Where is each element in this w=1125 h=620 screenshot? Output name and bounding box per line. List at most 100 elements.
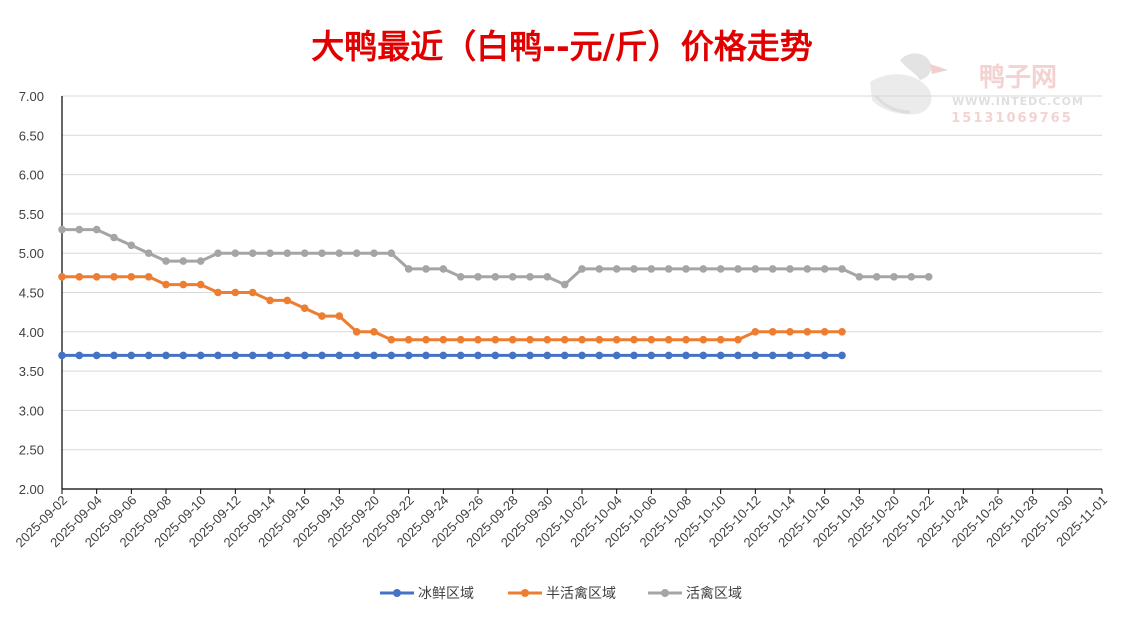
data-point xyxy=(612,335,621,344)
data-point xyxy=(439,335,448,344)
data-point xyxy=(595,335,604,344)
data-point xyxy=(820,351,829,360)
data-point xyxy=(803,265,812,273)
data-point xyxy=(231,249,240,257)
data-point xyxy=(231,351,240,360)
data-point xyxy=(300,304,309,313)
data-point xyxy=(196,280,205,289)
y-tick-label: 5.00 xyxy=(19,246,44,261)
data-point xyxy=(578,351,586,360)
data-point xyxy=(508,273,517,281)
data-point xyxy=(543,273,552,281)
y-axis-ticks: 7.00 6.50 6.00 5.50 5.00 4.50 4.00 3.50 3.00 2.50… xyxy=(19,89,44,497)
series-layer xyxy=(58,225,933,360)
series-0 xyxy=(58,351,846,360)
legend-marker xyxy=(661,589,669,597)
data-point xyxy=(283,351,292,360)
data-point xyxy=(75,351,84,360)
data-point xyxy=(768,328,777,336)
data-point xyxy=(699,351,708,360)
y-tick-label: 4.50 xyxy=(19,286,44,301)
data-point xyxy=(110,351,118,360)
y-tick-label: 6.00 xyxy=(19,168,44,183)
data-point xyxy=(214,351,222,360)
data-point xyxy=(543,351,552,360)
data-point xyxy=(838,265,846,273)
data-point xyxy=(266,296,274,305)
data-point xyxy=(144,351,153,360)
series-2 xyxy=(58,225,933,289)
watermark-phone: 15131069765 xyxy=(951,111,1073,126)
data-point xyxy=(838,328,846,336)
data-point xyxy=(664,351,673,360)
data-point xyxy=(92,273,101,281)
legend: 冰鲜区域 半活禽区域 活禽区域 xyxy=(380,585,742,602)
data-point xyxy=(526,273,534,281)
data-point xyxy=(803,328,812,336)
data-point xyxy=(664,335,673,344)
y-tick-label: 7.00 xyxy=(19,89,44,104)
data-point xyxy=(491,351,500,360)
data-point xyxy=(283,296,292,305)
data-point xyxy=(266,351,274,360)
data-point xyxy=(335,312,344,320)
duck-logo-icon xyxy=(870,53,948,115)
series-1 xyxy=(58,273,846,344)
data-point xyxy=(682,351,690,360)
data-point xyxy=(786,328,794,336)
data-point xyxy=(387,351,396,360)
data-point xyxy=(768,351,777,360)
data-point xyxy=(768,265,777,273)
data-point xyxy=(595,265,604,273)
data-point xyxy=(370,351,378,360)
grid-lines xyxy=(62,95,1102,451)
data-point xyxy=(474,273,482,281)
y-tick-label: 4.00 xyxy=(19,325,44,340)
data-point xyxy=(92,225,101,234)
data-point xyxy=(283,249,292,257)
data-point xyxy=(786,351,794,360)
data-point xyxy=(612,265,621,273)
data-point xyxy=(734,335,742,344)
data-point xyxy=(716,335,725,344)
data-point xyxy=(214,249,222,257)
data-point xyxy=(58,273,66,281)
axes xyxy=(61,96,1102,490)
data-point xyxy=(872,273,881,281)
data-point xyxy=(214,288,222,297)
data-point xyxy=(734,265,742,273)
data-point xyxy=(404,335,413,344)
data-point xyxy=(578,265,586,273)
series-line xyxy=(62,275,842,342)
watermark-brand: 鸭子网 xyxy=(979,63,1057,93)
data-point xyxy=(838,351,846,360)
data-point xyxy=(890,273,898,281)
data-point xyxy=(144,249,153,257)
data-point xyxy=(716,351,725,360)
data-point xyxy=(248,288,257,297)
data-point xyxy=(179,257,188,265)
data-point xyxy=(786,265,794,273)
legend-label: 半活禽区域 xyxy=(546,585,616,602)
data-point xyxy=(526,335,534,344)
chart-title: 大鸭最近（白鸭--元/斤）价格走势 xyxy=(311,27,812,66)
data-point xyxy=(924,273,933,281)
y-tick-label: 6.50 xyxy=(19,128,44,143)
data-point xyxy=(560,351,569,360)
data-point xyxy=(491,273,500,281)
watermark-url: WWW.INTEDC.COM xyxy=(952,95,1084,108)
data-point xyxy=(318,312,326,320)
legend-marker xyxy=(393,589,401,597)
data-point xyxy=(352,351,361,360)
data-point xyxy=(664,265,673,273)
data-point xyxy=(300,249,309,257)
legend-label: 活禽区域 xyxy=(686,585,742,602)
data-point xyxy=(647,265,656,273)
data-point xyxy=(318,351,326,360)
data-point xyxy=(248,249,257,257)
data-point xyxy=(266,249,274,257)
data-point xyxy=(751,328,760,336)
legend-item-1: 半活禽区域 xyxy=(508,585,616,602)
data-point xyxy=(422,351,430,360)
